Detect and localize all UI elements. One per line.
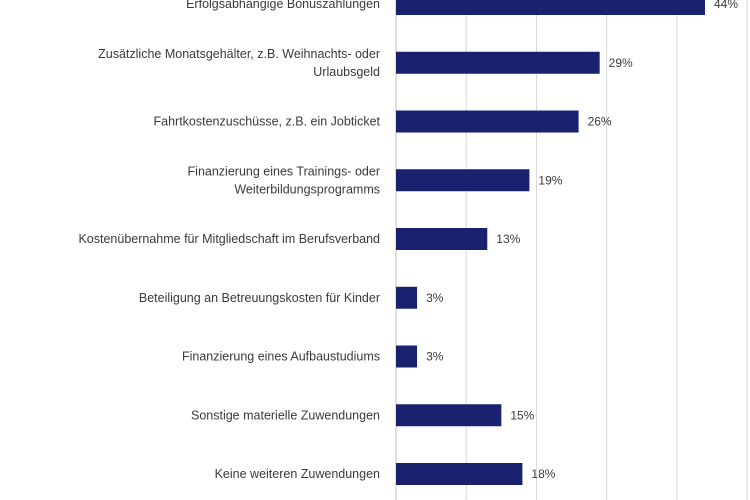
category-label-line: Weiterbildungsprogramms	[234, 182, 380, 196]
data-label: 15%	[510, 408, 534, 422]
category-labels: Erfolgsabhängige Bonuszahlungen Zusätzlic…	[78, 0, 380, 481]
category-label-line: Fahrtkostenzuschüsse, z.B. ein Jobticket	[154, 115, 381, 129]
data-label: 13%	[496, 232, 520, 246]
category-label-line: Beteiligung an Betreuungskosten für Kind…	[139, 291, 380, 305]
bars	[396, 0, 705, 485]
category-label: Zusätzliche Monatsgehälter, z.B. Weihnac…	[98, 47, 380, 79]
category-label-line: Finanzierung eines Aufbaustudiums	[182, 350, 380, 364]
category-label-line: Erfolgsabhängige Bonuszahlungen	[186, 0, 380, 11]
bar	[396, 463, 523, 485]
category-label: Finanzierung eines Aufbaustudiums	[182, 350, 380, 364]
category-label-line: Keine weiteren Zuwendungen	[215, 467, 380, 481]
category-label-line: Sonstige materielle Zuwendungen	[191, 408, 380, 422]
bar	[396, 286, 418, 309]
data-label: 26%	[588, 115, 612, 129]
bar	[396, 169, 530, 192]
category-label: Erfolgsabhängige Bonuszahlungen	[186, 0, 380, 11]
value-labels: 44% 29% 26% 19% 13% 3% 3% 15% 18%	[426, 0, 738, 481]
bar	[396, 0, 705, 15]
category-label: Kostenübernahme für Mitgliedschaft im Be…	[78, 232, 380, 246]
bar	[396, 228, 488, 250]
category-label: Finanzierung eines Trainings- oder Weiter…	[188, 164, 380, 196]
category-label: Beteiligung an Betreuungskosten für Kind…	[139, 291, 380, 305]
category-label-line: Zusätzliche Monatsgehälter, z.B. Weihnac…	[98, 47, 380, 61]
data-label: 18%	[531, 467, 555, 481]
category-label: Sonstige materielle Zuwendungen	[191, 408, 380, 422]
bar	[396, 404, 502, 427]
category-label: Keine weiteren Zuwendungen	[215, 467, 380, 481]
bar	[396, 110, 579, 133]
category-label-line: Finanzierung eines Trainings- oder	[188, 164, 380, 178]
category-label-line: Urlaubsgeld	[313, 65, 380, 79]
category-label-line: Kostenübernahme für Mitgliedschaft im Be…	[78, 232, 380, 246]
category-label: Fahrtkostenzuschüsse, z.B. ein Jobticket	[154, 115, 381, 129]
bar	[396, 51, 600, 74]
data-label: 44%	[714, 0, 738, 11]
data-label: 19%	[538, 173, 562, 187]
data-label: 29%	[609, 56, 633, 70]
data-label: 3%	[426, 350, 444, 364]
bar	[396, 345, 418, 368]
data-label: 3%	[426, 291, 444, 305]
